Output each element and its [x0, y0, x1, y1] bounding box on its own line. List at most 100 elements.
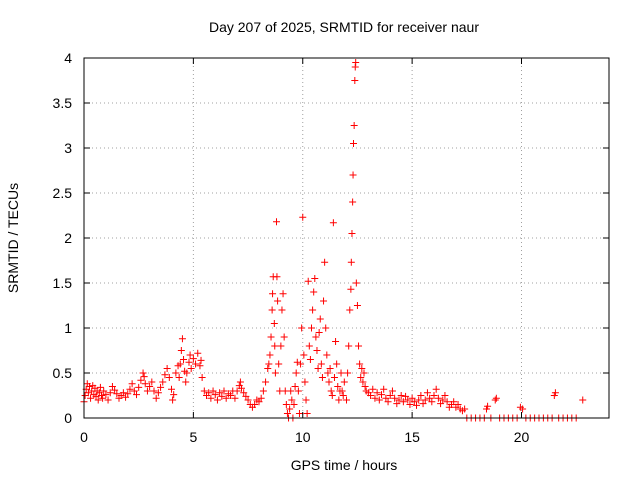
data-point	[159, 378, 167, 386]
data-point	[322, 324, 330, 332]
data-point	[333, 360, 341, 368]
data-point	[348, 230, 356, 237]
data-point	[551, 389, 559, 397]
data-point	[124, 390, 132, 398]
data-point	[326, 365, 334, 372]
data-point	[439, 396, 447, 404]
data-point	[312, 333, 320, 341]
data-point	[231, 394, 239, 402]
data-point	[135, 383, 143, 391]
data-point	[172, 369, 180, 377]
data-point	[397, 392, 405, 399]
data-point	[343, 396, 350, 404]
data-point	[150, 387, 158, 395]
data-point	[358, 365, 366, 372]
data-point	[315, 329, 323, 336]
data-point	[161, 371, 169, 379]
data-point	[386, 392, 394, 399]
data-point	[344, 369, 352, 377]
data-point	[271, 369, 279, 377]
data-point	[259, 387, 267, 395]
data-point	[304, 277, 312, 285]
data-point	[355, 342, 363, 350]
data-point	[350, 122, 358, 129]
data-point	[352, 59, 360, 66]
data-point	[141, 380, 149, 388]
data-point	[329, 219, 337, 227]
data-point	[186, 351, 194, 359]
data-point	[163, 365, 171, 372]
data-point	[122, 393, 130, 401]
data-point	[176, 360, 184, 368]
data-point	[197, 356, 205, 364]
data-point	[357, 374, 365, 381]
data-point	[198, 374, 206, 381]
data-point	[417, 392, 425, 399]
data-point	[384, 398, 392, 406]
data-point	[205, 389, 213, 397]
data-point	[323, 351, 331, 359]
data-point	[349, 198, 357, 206]
data-point	[314, 365, 322, 372]
data-point	[233, 387, 241, 395]
data-point	[378, 391, 385, 399]
data-point	[290, 401, 298, 408]
data-point	[87, 394, 95, 402]
data-point	[113, 390, 121, 398]
data-point	[388, 387, 396, 395]
data-point	[238, 384, 245, 392]
data-point	[361, 383, 369, 390]
data-point	[373, 389, 381, 397]
data-point	[350, 140, 357, 147]
data-point	[338, 387, 346, 395]
data-point	[371, 394, 379, 402]
data-point	[236, 378, 244, 386]
data-point	[267, 333, 275, 341]
data-point	[271, 342, 279, 350]
data-point	[242, 392, 250, 400]
data-point	[346, 306, 354, 314]
data-point	[178, 335, 186, 343]
data-point	[404, 396, 412, 404]
data-point	[92, 392, 100, 400]
data-point	[391, 394, 399, 402]
data-point	[275, 360, 283, 368]
y-tick-label: 0.5	[53, 365, 73, 381]
data-point	[317, 360, 325, 368]
data-point	[108, 383, 116, 390]
data-point	[309, 306, 317, 314]
data-point	[301, 378, 309, 386]
data-point	[279, 290, 287, 298]
data-point	[328, 392, 336, 399]
y-tick-label: 3.5	[53, 95, 73, 111]
data-point	[287, 387, 295, 395]
data-point	[421, 396, 429, 404]
data-point	[352, 279, 360, 287]
data-point	[441, 392, 449, 399]
data-point	[200, 387, 208, 395]
data-point	[126, 385, 134, 393]
data-point	[100, 387, 108, 395]
data-point	[194, 349, 202, 357]
data-point	[170, 391, 178, 399]
data-point	[175, 374, 183, 381]
data-point	[140, 373, 148, 381]
y-axis-label: SRMTID / TECUs	[5, 183, 21, 293]
data-point	[450, 398, 458, 406]
data-point	[454, 401, 462, 408]
data-point	[321, 258, 329, 266]
data-point	[437, 400, 445, 408]
data-point	[294, 387, 302, 395]
data-point	[325, 378, 333, 386]
data-point	[99, 394, 107, 402]
data-point	[423, 389, 431, 397]
data-point	[266, 351, 274, 359]
data-point	[353, 302, 361, 309]
data-point	[106, 389, 114, 397]
data-marks	[80, 59, 587, 422]
data-point	[148, 378, 156, 386]
data-point	[430, 392, 438, 399]
data-point	[313, 347, 321, 354]
data-point	[269, 290, 277, 298]
